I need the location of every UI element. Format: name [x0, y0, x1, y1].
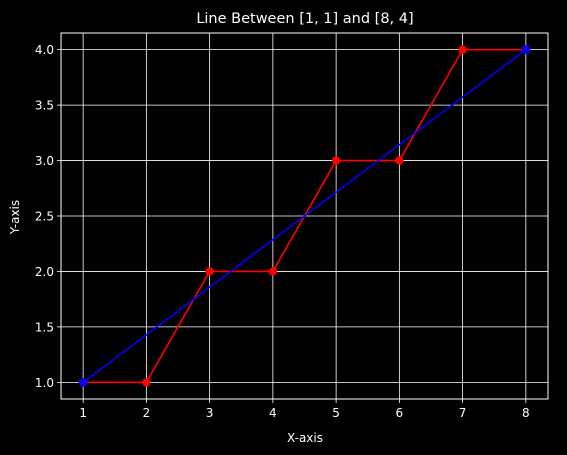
x-tick-label: 2: [143, 406, 151, 420]
red-series-point: [331, 156, 341, 165]
y-tick-label: 2.5: [35, 210, 54, 224]
x-tick-label: 6: [396, 406, 404, 420]
red-series-point: [268, 267, 278, 276]
blue-series-line: [82, 49, 527, 383]
red-series-point: [395, 156, 404, 165]
blue-series-point: [521, 45, 531, 54]
grid: [61, 33, 548, 399]
x-tick-label: 1: [79, 406, 87, 420]
y-tick-label: 4.0: [35, 43, 54, 57]
red-series-point: [142, 378, 151, 387]
y-axis-label: Y-axis: [8, 200, 22, 235]
axis-ticks: 1 2 3 4 5 6 7 8 1.0 1.5 2.0 2.5 3.0 3.5 4.0: [35, 43, 530, 420]
x-axis-label: X-axis: [287, 431, 323, 445]
x-tick-label: 5: [332, 406, 340, 420]
blue-series-point: [78, 378, 88, 387]
red-series-point: [205, 267, 214, 276]
x-tick-label: 3: [206, 406, 214, 420]
y-tick-label: 3.5: [35, 99, 54, 113]
y-tick-label: 3.0: [35, 154, 54, 168]
x-tick-label: 4: [269, 406, 277, 420]
y-tick-label: 1.5: [35, 320, 54, 334]
series-layer: [78, 45, 531, 387]
chart-title: Line Between [1, 1] and [8, 4]: [196, 11, 413, 27]
y-tick-label: 1.0: [35, 376, 54, 390]
x-tick-label: 7: [459, 406, 467, 420]
red-series-point: [458, 45, 467, 54]
y-tick-label: 2.0: [35, 265, 54, 279]
x-tick-label: 8: [522, 406, 530, 420]
